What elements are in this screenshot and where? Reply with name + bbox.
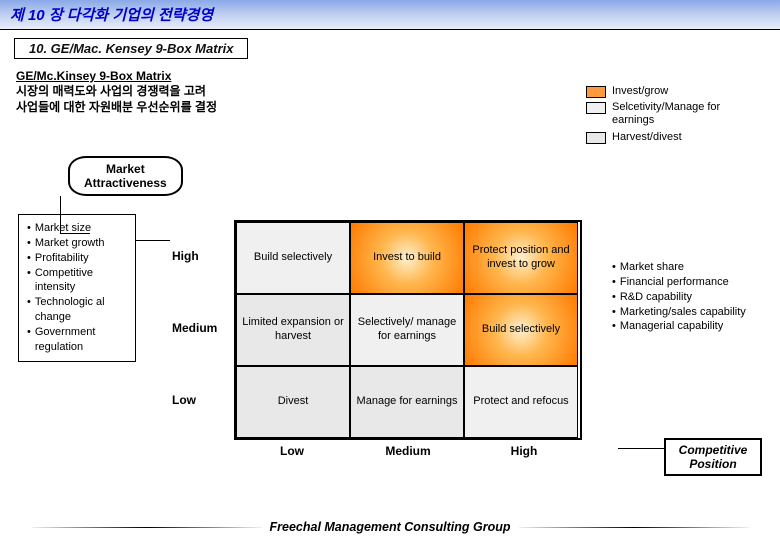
matrix-row: Limited expansion or harvest Selectively… xyxy=(236,294,580,366)
legend-label: Invest/grow xyxy=(612,85,668,98)
callout-line xyxy=(136,240,170,241)
market-attractiveness-factors: •Market size •Market growth •Profitabili… xyxy=(18,214,136,362)
list-item: •Managerial capability xyxy=(612,319,762,334)
row-labels: High Medium Low xyxy=(170,220,230,436)
matrix-cell: Protect and refocus xyxy=(464,366,578,438)
matrix-cell: Invest to build xyxy=(350,222,464,294)
legend-label: Selcetivity/Manage for earnings xyxy=(612,101,762,127)
legend-item: Invest/grow xyxy=(586,85,762,98)
row-label-high: High xyxy=(170,220,230,292)
matrix-cell: Divest xyxy=(236,366,350,438)
matrix-grid: Build selectively Invest to build Protec… xyxy=(234,220,582,440)
col-label-medium: Medium xyxy=(350,444,466,458)
competitive-position-factors: •Market share •Financial performance •R&… xyxy=(612,260,762,334)
matrix-cell: Selectively/ manage for earnings xyxy=(350,294,464,366)
matrix-cell: Build selectively xyxy=(464,294,578,366)
legend-item: Harvest/divest xyxy=(586,131,762,144)
list-item: •Marketing/sales capability xyxy=(612,305,762,320)
axis-x-title-1: Competitive xyxy=(672,443,754,457)
matrix-cell: Manage for earnings xyxy=(350,366,464,438)
chapter-title: 제 10 장 다각화 기업의 전략경영 xyxy=(0,0,780,30)
axis-y-title-2: Attractiveness xyxy=(84,176,167,190)
matrix-cell: Limited expansion or harvest xyxy=(236,294,350,366)
matrix-subheading: GE/Mc.Kinsey 9-Box Matrix xyxy=(16,69,780,83)
axis-x-title-box: Competitive Position xyxy=(664,438,762,476)
section-title: 10. GE/Mac. Kensey 9-Box Matrix xyxy=(14,38,248,59)
list-item: •Technologic al change xyxy=(27,295,129,325)
list-item: •Market growth xyxy=(27,236,129,251)
matrix-row: Build selectively Invest to build Protec… xyxy=(236,222,580,294)
legend-swatch-invest xyxy=(586,86,606,98)
matrix-row: Divest Manage for earnings Protect and r… xyxy=(236,366,580,438)
list-item: •Competitive intensity xyxy=(27,266,129,296)
legend-label: Harvest/divest xyxy=(612,131,682,144)
axis-y-title-1: Market xyxy=(84,162,167,176)
matrix-cell: Protect position and invest to grow xyxy=(464,222,578,294)
legend-item: Selcetivity/Manage for earnings xyxy=(586,101,762,127)
legend-swatch-select xyxy=(586,102,606,114)
list-item: •Profitability xyxy=(27,251,129,266)
col-label-high: High xyxy=(466,444,582,458)
list-item: •Financial performance xyxy=(612,275,762,290)
list-item: •Government regulation xyxy=(27,325,129,355)
nine-box-matrix: High Medium Low Build selectively Invest… xyxy=(172,220,582,458)
legend-swatch-harvest xyxy=(586,132,606,144)
list-item: •Market share xyxy=(612,260,762,275)
list-item: •R&D capability xyxy=(612,290,762,305)
matrix-cell: Build selectively xyxy=(236,222,350,294)
col-label-low: Low xyxy=(234,444,350,458)
page-footer: Freechal Management Consulting Group xyxy=(0,520,780,534)
axis-y-title-box: Market Attractiveness xyxy=(68,156,183,196)
legend: Invest/grow Selcetivity/Manage for earni… xyxy=(586,85,762,147)
axis-x-title-2: Position xyxy=(672,457,754,471)
callout-line xyxy=(618,448,664,449)
col-labels: Low Medium High xyxy=(234,444,582,458)
row-label-medium: Medium xyxy=(170,292,230,364)
row-label-low: Low xyxy=(170,364,230,436)
list-item: •Market size xyxy=(27,221,129,236)
